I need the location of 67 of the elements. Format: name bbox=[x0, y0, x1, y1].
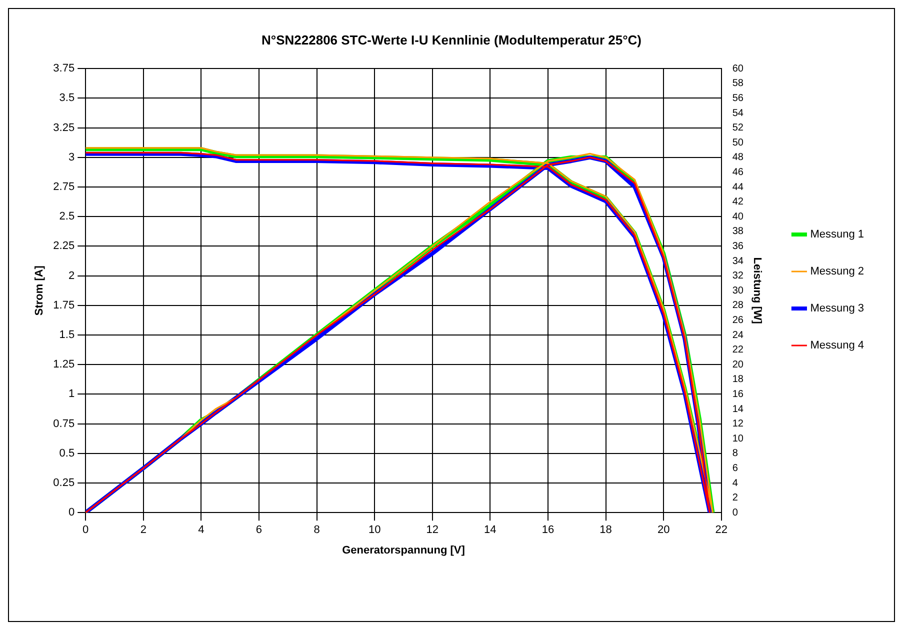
y2-tick-label: 46 bbox=[732, 166, 744, 178]
y-tick-label: 1.75 bbox=[53, 299, 75, 312]
legend-label: Messung 2 bbox=[810, 266, 864, 278]
y2-tick-label: 36 bbox=[732, 240, 744, 252]
y-tick-label: 1.5 bbox=[59, 329, 75, 342]
legend-label: Messung 3 bbox=[810, 302, 864, 315]
y-tick-label: 2.25 bbox=[53, 240, 75, 252]
y2-tick-label: 34 bbox=[732, 256, 744, 267]
y2-tick-label: 56 bbox=[732, 92, 744, 104]
legend-label: Messung 4 bbox=[810, 340, 864, 352]
chart-title: N°SN222806 STC-Werte I-U Kennlinie (Modultemperatur 25°C) bbox=[261, 32, 642, 48]
x-tick-label: 10 bbox=[368, 524, 381, 536]
y2-tick-label: 16 bbox=[732, 388, 744, 400]
y2-tick-label: 10 bbox=[732, 433, 744, 444]
y2-tick-label: 44 bbox=[732, 182, 744, 193]
x-tick-label: 16 bbox=[542, 524, 554, 536]
y2-tick-label: 22 bbox=[732, 344, 744, 356]
y2-tick-label: 26 bbox=[732, 314, 744, 326]
x-tick-label: 22 bbox=[715, 524, 728, 536]
y2-tick-label: 52 bbox=[732, 122, 744, 134]
y2-tick-label: 20 bbox=[732, 359, 744, 370]
y2-tick-label: 12 bbox=[732, 418, 744, 430]
y-tick-label: 1 bbox=[68, 388, 75, 400]
y-tick-label: 3.75 bbox=[53, 62, 75, 75]
y2-tick-label: 2 bbox=[732, 492, 738, 504]
y-tick-label: 2 bbox=[68, 270, 75, 282]
y2-axis-title: Leistung [W] bbox=[751, 257, 764, 324]
y-axis-title: Strom [A] bbox=[34, 265, 46, 316]
x-tick-label: 12 bbox=[426, 524, 439, 536]
y2-tick-label: 14 bbox=[732, 404, 744, 415]
y2-tick-label: 8 bbox=[732, 448, 738, 460]
y2-tick-label: 50 bbox=[732, 137, 744, 148]
y2-tick-label: 40 bbox=[732, 211, 744, 222]
y2-tick-label: 18 bbox=[732, 374, 744, 386]
y2-tick-label: 30 bbox=[732, 285, 744, 296]
y-tick-label: 0.25 bbox=[53, 477, 75, 490]
y-tick-label: 0.75 bbox=[53, 418, 75, 430]
y2-tick-label: 0 bbox=[732, 507, 738, 518]
y-tick-label: 2.5 bbox=[59, 210, 75, 223]
x-tick-label: 4 bbox=[198, 524, 204, 536]
x-tick-label: 2 bbox=[140, 524, 146, 536]
y-tick-label: 0 bbox=[68, 506, 75, 519]
y2-tick-label: 42 bbox=[732, 196, 744, 208]
y2-tick-label: 58 bbox=[732, 78, 744, 90]
x-tick-label: 0 bbox=[82, 524, 89, 536]
y2-tick-label: 60 bbox=[732, 63, 744, 74]
x-tick-label: 8 bbox=[314, 524, 320, 536]
y2-tick-label: 32 bbox=[732, 270, 744, 282]
y2-tick-label: 6 bbox=[732, 462, 738, 474]
y-tick-label: 1.25 bbox=[53, 358, 75, 371]
y2-tick-label: 38 bbox=[732, 226, 744, 238]
y2-tick-label: 54 bbox=[732, 108, 744, 119]
x-tick-label: 14 bbox=[484, 524, 496, 536]
legend-label: Messung 1 bbox=[810, 228, 864, 241]
y2-tick-label: 4 bbox=[732, 478, 738, 489]
x-tick-label: 6 bbox=[256, 524, 262, 536]
x-axis-title: Generatorspannung [V] bbox=[342, 544, 466, 556]
y-tick-label: 0.5 bbox=[59, 447, 75, 460]
x-tick-label: 20 bbox=[657, 524, 670, 536]
y2-tick-label: 24 bbox=[732, 330, 744, 341]
y-tick-label: 3 bbox=[68, 151, 75, 164]
y2-tick-label: 48 bbox=[732, 152, 744, 164]
y-tick-label: 3.25 bbox=[53, 122, 75, 134]
y2-tick-label: 28 bbox=[732, 300, 744, 312]
x-tick-label: 18 bbox=[600, 524, 612, 536]
y-tick-label: 3.5 bbox=[59, 92, 75, 104]
y-tick-label: 2.75 bbox=[53, 181, 75, 194]
